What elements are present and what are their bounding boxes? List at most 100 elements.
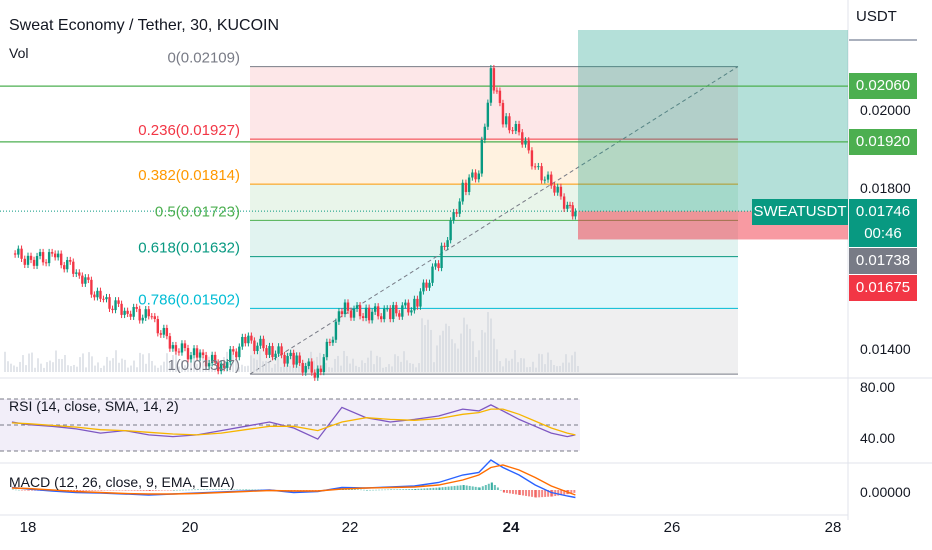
rsi-tick: 40.00	[860, 430, 896, 446]
candle-body	[189, 355, 193, 360]
candle-body	[253, 340, 256, 352]
macd-histogram-bar	[441, 487, 444, 490]
candle-body	[340, 311, 344, 315]
volume-bar	[373, 364, 375, 372]
candle-body	[373, 306, 377, 312]
candle-body	[35, 256, 39, 266]
macd-histogram-bar	[384, 489, 387, 491]
macd-histogram-bar	[369, 489, 372, 491]
candle-body	[540, 166, 543, 181]
candle-body	[428, 282, 431, 288]
candle-body	[527, 140, 530, 151]
macd-histogram-bar	[493, 484, 496, 490]
volume-bar	[388, 364, 390, 372]
candle-body	[434, 263, 437, 267]
volume-bar	[481, 330, 483, 372]
macd-histogram-bar	[481, 486, 484, 490]
candle-body	[425, 282, 428, 288]
macd-histogram-bar	[396, 489, 399, 490]
macd-histogram-bar	[230, 489, 233, 490]
macd-histogram-bar	[502, 490, 505, 493]
volume-bar	[577, 366, 579, 372]
candle-body	[32, 259, 36, 266]
volume-bar	[22, 355, 24, 372]
macd-histogram-bar	[209, 489, 212, 490]
volume-bar	[202, 357, 204, 372]
macd-histogram-bar	[212, 489, 215, 490]
macd-histogram-bar	[414, 489, 417, 490]
symbol-tag: SWEATUSDT	[752, 199, 848, 225]
rsi-label[interactable]: RSI (14, close, SMA, 14, 2)	[9, 398, 179, 414]
volume-bar	[142, 354, 144, 372]
macd-histogram-bar	[438, 487, 441, 490]
candle-body	[195, 348, 199, 358]
macd-histogram-bar	[124, 490, 127, 491]
candle-body	[84, 277, 87, 284]
volume-bar	[412, 363, 414, 372]
volume-bar	[328, 367, 330, 372]
volume-bar	[469, 328, 471, 372]
macd-histogram-bar	[517, 490, 520, 495]
volume-bar	[277, 358, 279, 372]
currency-label[interactable]: USDT	[856, 8, 897, 25]
candle-body	[204, 355, 208, 367]
volume-bar	[250, 355, 252, 372]
volume-bar	[505, 358, 507, 372]
volume-bar	[157, 367, 159, 372]
candle-body	[504, 116, 508, 125]
candle-body	[186, 348, 190, 360]
price-tick: 0.01800	[860, 180, 911, 196]
macd-histogram-bar	[362, 489, 365, 491]
macd-histogram-bar	[112, 490, 115, 491]
candle-body	[464, 182, 468, 192]
candle-body	[198, 352, 202, 358]
candle-body	[256, 345, 259, 352]
volume-bar	[442, 330, 444, 372]
candle-body	[352, 308, 356, 318]
fib-level-label: 1(0.01337)	[167, 357, 240, 374]
candle-body	[471, 172, 474, 178]
macd-histogram-bar	[387, 489, 390, 491]
long-position-tool[interactable]	[578, 30, 848, 240]
volume-bar	[556, 366, 558, 372]
macd-histogram-bar	[411, 489, 414, 490]
volume-bar	[553, 365, 555, 372]
candle-body	[477, 173, 480, 180]
macd-histogram-bar	[254, 489, 257, 490]
macd-histogram-bar	[381, 489, 384, 491]
volume-bar	[511, 358, 513, 372]
macd-histogram-bar	[178, 489, 181, 491]
candle-body	[171, 345, 175, 349]
macd-histogram-bar	[531, 490, 534, 497]
candle-body	[114, 300, 117, 311]
macd-histogram-bar	[514, 490, 517, 495]
volume-bar	[538, 353, 540, 372]
candle-body	[562, 196, 566, 209]
candle-body	[75, 272, 78, 274]
macd-histogram-bar	[393, 489, 396, 490]
macd-histogram-bar	[573, 490, 576, 493]
volume-bar	[508, 360, 510, 372]
candle-body	[301, 362, 304, 373]
horizontal-lines[interactable]	[0, 85, 848, 212]
macd-histogram-bar	[544, 490, 547, 497]
candle-body	[537, 166, 540, 168]
macd-tick: 0.00000	[860, 484, 911, 500]
macd-histogram-bar	[148, 490, 151, 491]
rsi-ma-line	[11, 408, 576, 436]
volume-bar	[88, 352, 90, 372]
macd-label[interactable]: MACD (12, 26, close, 9, EMA, EMA)	[9, 474, 235, 490]
macd-histogram-bar	[85, 490, 88, 491]
candle-body	[47, 252, 51, 264]
candle-body	[271, 346, 274, 358]
macd-histogram-bar	[423, 488, 426, 490]
volume-bar	[385, 367, 387, 372]
candle-body	[571, 205, 574, 217]
candle-body	[474, 172, 477, 180]
candle-body	[517, 124, 521, 133]
volume-bar	[118, 362, 120, 372]
macd-histogram-bar	[190, 489, 193, 491]
volume-bar	[484, 332, 486, 372]
candle-body	[550, 174, 553, 186]
